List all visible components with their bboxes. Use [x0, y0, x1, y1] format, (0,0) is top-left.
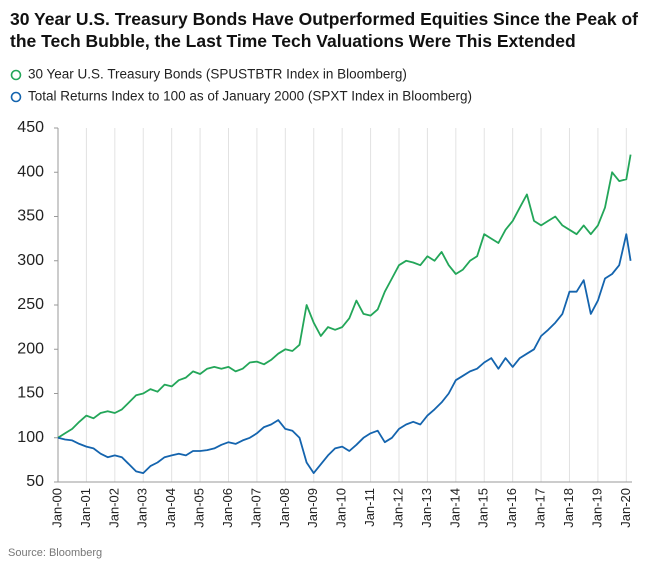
x-tick-label: Jan-04	[163, 488, 178, 528]
x-tick-label: Jan-14	[447, 488, 462, 528]
y-tick-label: 300	[17, 252, 44, 269]
y-tick-label: 450	[17, 119, 44, 136]
x-tick-label: Jan-01	[78, 488, 93, 528]
x-tick-label: Jan-12	[390, 488, 405, 528]
x-tick-label: Jan-15	[476, 488, 491, 528]
legend-label: 30 Year U.S. Treasury Bonds (SPUSTBTR In…	[28, 67, 407, 82]
legend-marker	[10, 91, 22, 103]
series-line	[57, 154, 632, 439]
x-tick-label: Jan-05	[192, 488, 207, 528]
y-tick-label: 150	[17, 385, 44, 402]
legend-marker	[10, 69, 22, 81]
y-tick-label: 100	[17, 429, 44, 446]
x-tick-label: Jan-07	[248, 488, 263, 528]
x-tick-label: Jan-11	[362, 488, 377, 527]
legend-label: Total Returns Index to 100 as of January…	[28, 89, 472, 104]
x-tick-label: Jan-09	[305, 488, 320, 528]
y-tick-label: 50	[26, 473, 44, 490]
x-tick-label: Jan-19	[589, 488, 604, 528]
y-tick-label: 200	[17, 340, 44, 357]
x-tick-label: Jan-02	[106, 488, 121, 528]
x-tick-label: Jan-20	[618, 488, 633, 528]
x-tick-label: Jan-10	[334, 488, 349, 528]
chart-title: 30 Year U.S. Treasury Bonds Have Outperf…	[10, 9, 638, 51]
x-tick-label: Jan-00	[49, 488, 64, 528]
y-tick-label: 350	[17, 208, 44, 225]
x-tick-label: Jan-13	[419, 488, 434, 528]
y-tick-label: 250	[17, 296, 44, 313]
series-line	[57, 233, 632, 474]
x-tick-label: Jan-16	[504, 488, 519, 528]
x-tick-label: Jan-18	[561, 488, 576, 528]
source: Source: Bloomberg	[8, 547, 102, 559]
y-tick-label: 400	[17, 163, 44, 180]
x-tick-label: Jan-08	[277, 488, 292, 528]
x-tick-label: Jan-06	[220, 488, 235, 528]
x-tick-label: Jan-17	[533, 488, 548, 528]
x-tick-label: Jan-03	[135, 488, 150, 528]
